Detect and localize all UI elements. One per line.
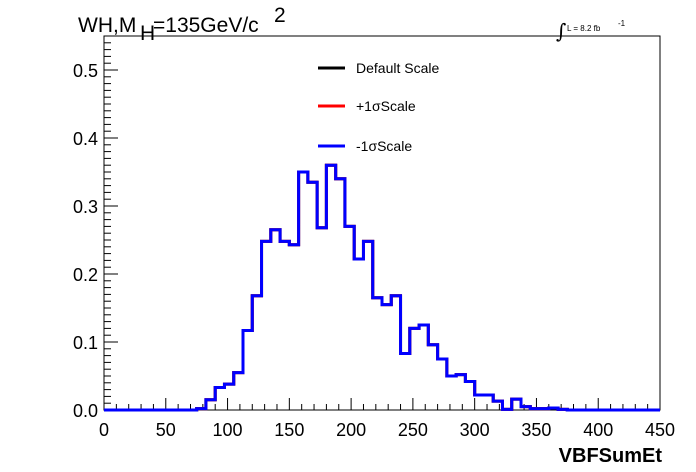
- x-tick-label: 200: [336, 420, 366, 440]
- y-tick-label: 0.5: [73, 61, 98, 81]
- chart-title-subscript: H: [140, 22, 155, 45]
- series-layer: [104, 163, 660, 412]
- chart-title-rest: =135GeV/c: [153, 14, 259, 37]
- y-tick-label: 0.2: [73, 265, 98, 285]
- x-axis-ticks: 0 50 100 150 200 250 300 350 400 450: [99, 398, 675, 440]
- x-tick-label: 400: [583, 420, 613, 440]
- x-axis-label: VBFSumEt: [559, 445, 663, 467]
- series-line-0: [104, 163, 660, 412]
- integral-symbol: ∫: [556, 19, 566, 43]
- y-tick-label: 0.4: [73, 129, 98, 149]
- chart-title-main: WH,M: [78, 14, 136, 37]
- lumi-label: L = 8.2 fb: [567, 24, 601, 33]
- x-tick-label: 150: [274, 420, 304, 440]
- legend: Default Scale +1σScale -1σScale: [318, 60, 439, 154]
- plot-frame: [103, 35, 661, 411]
- legend-label-minus1sigma: -1σScale: [356, 138, 412, 154]
- y-axis-ticks: 0.0 0.1 0.2 0.3 0.4 0.5: [73, 35, 118, 421]
- y-tick-label: 0.3: [73, 197, 98, 217]
- series-line-1: [104, 163, 660, 412]
- x-tick-label: 50: [156, 420, 176, 440]
- lumi-superscript: -1: [618, 19, 626, 28]
- chart-title-superscript: 2: [274, 4, 286, 27]
- x-tick-label: 350: [521, 420, 551, 440]
- y-tick-label: 0.1: [73, 333, 98, 353]
- x-tick-label: 100: [213, 420, 243, 440]
- series-line-2: [104, 163, 660, 412]
- legend-label-plus1sigma: +1σScale: [356, 98, 416, 114]
- x-tick-label: 0: [99, 420, 109, 440]
- x-tick-label: 450: [645, 420, 675, 440]
- legend-label-default: Default Scale: [356, 60, 439, 76]
- x-tick-label: 300: [460, 420, 490, 440]
- y-tick-label: 0.0: [73, 401, 98, 421]
- x-tick-label: 250: [398, 420, 428, 440]
